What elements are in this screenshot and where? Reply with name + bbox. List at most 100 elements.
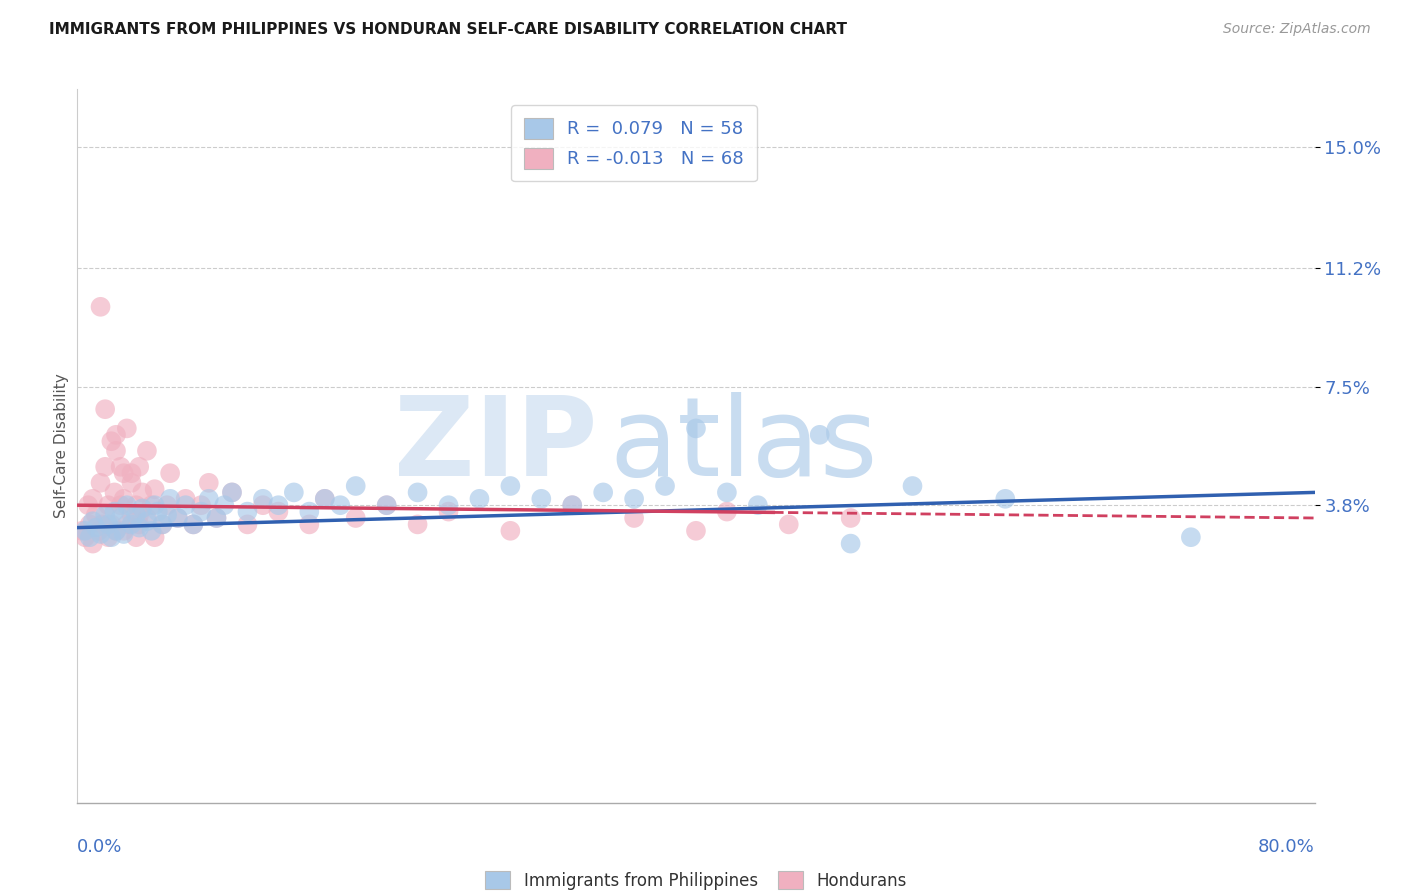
Point [84, 520, 107, 534]
Point [329, 498, 352, 512]
Point [115, 421, 138, 435]
Point [994, 491, 1017, 506]
Point [105, 443, 127, 458]
Text: IMMIGRANTS FROM PHILIPPINES VS HONDURAN SELF-CARE DISABILITY CORRELATION CHART: IMMIGRANTS FROM PHILIPPINES VS HONDURAN … [49, 22, 848, 37]
Point [131, 485, 153, 500]
Point [747, 498, 769, 512]
Point [125, 498, 148, 512]
Point [125, 530, 148, 544]
Point [167, 511, 190, 525]
Point [152, 517, 174, 532]
Point [716, 505, 738, 519]
Point [375, 498, 398, 512]
Point [136, 514, 159, 528]
Point [267, 498, 290, 512]
Point [167, 511, 190, 525]
Point [84, 508, 107, 522]
Point [314, 491, 336, 506]
Point [110, 498, 132, 512]
Point [298, 505, 321, 519]
Point [406, 517, 429, 532]
Point [143, 530, 166, 544]
Point [131, 501, 153, 516]
Point [112, 491, 135, 506]
Point [375, 498, 398, 512]
Point [156, 508, 179, 522]
Point [146, 505, 169, 519]
Point [530, 491, 553, 506]
Point [468, 491, 491, 506]
Point [79, 530, 101, 544]
Point [236, 505, 259, 519]
Point [437, 498, 460, 512]
Point [112, 527, 135, 541]
Point [183, 517, 205, 532]
Point [100, 517, 122, 532]
Point [198, 475, 221, 490]
Point [100, 434, 122, 449]
Point [839, 511, 862, 525]
Point [128, 520, 150, 534]
Point [70, 524, 93, 538]
Text: 80.0%: 80.0% [1258, 838, 1315, 856]
Point [136, 511, 159, 525]
Point [103, 505, 125, 519]
Point [592, 485, 614, 500]
Point [205, 511, 228, 525]
Point [156, 498, 179, 512]
Point [190, 505, 212, 519]
Point [190, 498, 212, 512]
Point [654, 479, 676, 493]
Point [110, 459, 132, 474]
Point [808, 427, 831, 442]
Point [112, 466, 135, 480]
Point [90, 475, 111, 490]
Point [97, 498, 120, 512]
Point [214, 498, 236, 512]
Point [174, 491, 197, 506]
Point [221, 485, 243, 500]
Point [685, 524, 707, 538]
Point [121, 466, 143, 480]
Text: Source: ZipAtlas.com: Source: ZipAtlas.com [1223, 22, 1371, 37]
Point [205, 511, 228, 525]
Point [183, 517, 205, 532]
Point [115, 498, 138, 512]
Point [82, 536, 104, 550]
Point [283, 485, 305, 500]
Text: ZIP: ZIP [394, 392, 598, 500]
Point [159, 466, 181, 480]
Point [685, 421, 707, 435]
Point [110, 511, 132, 525]
Point [298, 517, 321, 532]
Point [128, 517, 150, 532]
Point [121, 508, 143, 522]
Point [90, 527, 111, 541]
Point [79, 517, 101, 532]
Point [100, 530, 122, 544]
Point [136, 443, 159, 458]
Point [623, 511, 645, 525]
Point [97, 517, 120, 532]
Point [105, 427, 127, 442]
Point [561, 498, 583, 512]
Point [198, 491, 221, 506]
Point [344, 511, 367, 525]
Point [82, 514, 104, 528]
Point [152, 517, 174, 532]
Text: 0.0%: 0.0% [77, 838, 122, 856]
Point [128, 459, 150, 474]
Point [716, 485, 738, 500]
Point [499, 524, 522, 538]
Text: atlas: atlas [609, 392, 877, 500]
Point [82, 491, 104, 506]
Point [839, 536, 862, 550]
Point [90, 300, 111, 314]
Point [94, 459, 117, 474]
Point [236, 517, 259, 532]
Point [105, 524, 127, 538]
Point [499, 479, 522, 493]
Point [125, 508, 148, 522]
Point [437, 505, 460, 519]
Point [561, 498, 583, 512]
